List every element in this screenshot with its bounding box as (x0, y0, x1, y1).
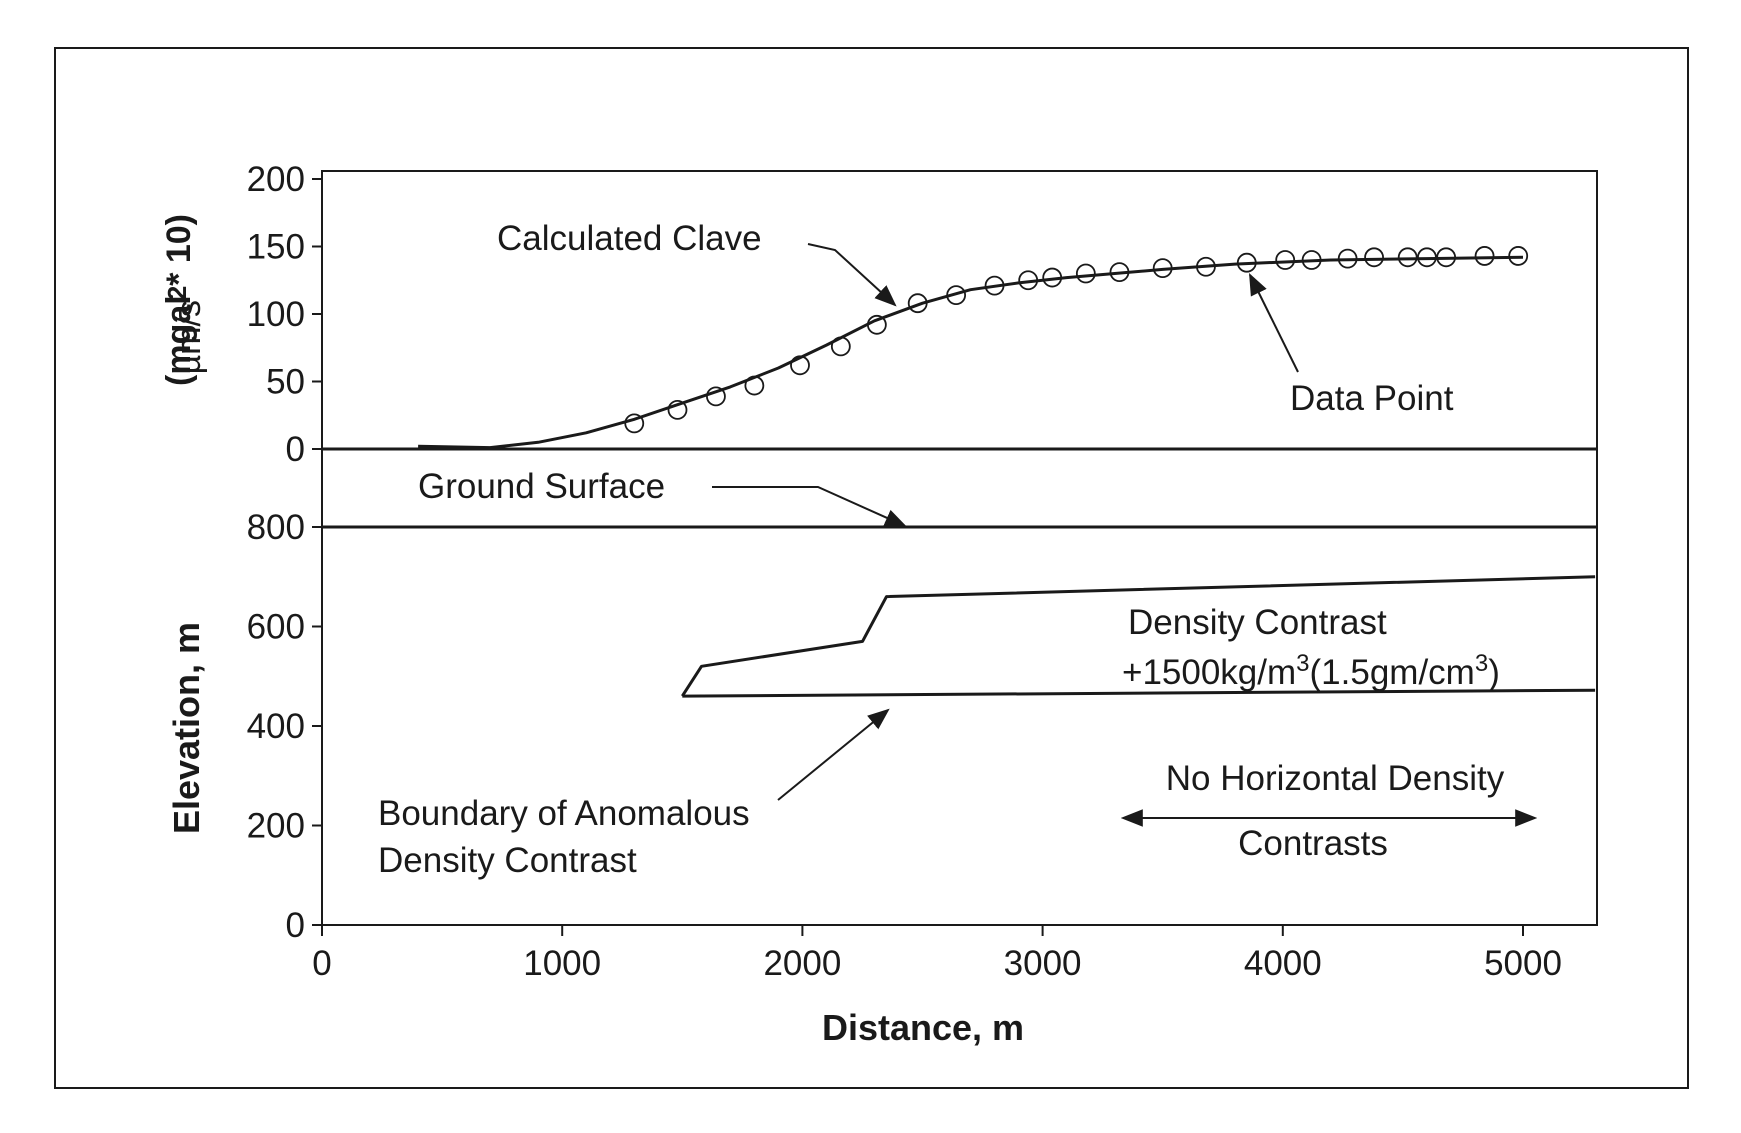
elevation-y-tick-label: 200 (247, 807, 305, 846)
data-point-marker (1301, 250, 1322, 270)
elevation-y-axis: 0 200 400 600 800 (247, 508, 322, 945)
data-point-marker (1397, 247, 1418, 268)
x-axis-label: Distance, m (822, 1007, 1024, 1048)
data-point-marker (624, 413, 645, 434)
boundary-arrow (777, 708, 890, 801)
data-point-marker (1152, 258, 1173, 279)
calculated-curve-label: Calculated Clave (497, 219, 762, 258)
plot-frame (321, 170, 1598, 926)
data-point-marker (744, 375, 765, 396)
density-close-paren: ) (1488, 653, 1500, 692)
gravity-y-tick-label: 50 (266, 363, 305, 402)
gravity-y-tick-label: 0 (286, 430, 305, 469)
x-tick-label: 5000 (1484, 944, 1562, 983)
data-point-marker (1337, 248, 1358, 269)
data-point-marker (1018, 270, 1039, 291)
density-gm-text: (1.5gm/cm (1310, 653, 1475, 692)
data-point-marker (1508, 246, 1529, 266)
anomaly-bottom-boundary (682, 688, 1596, 698)
figure-border (54, 47, 1689, 1089)
data-point-arrow (1249, 273, 1299, 373)
x-tick-label: 4000 (1244, 944, 1322, 983)
gravity-y-alt-label: (mgal * 10) (160, 214, 198, 386)
gravity-y-axis: 0 50 100 150 200 (247, 160, 322, 469)
calculated-curve-arrow (807, 243, 897, 307)
gravity-y-tick-label: 100 (247, 295, 305, 334)
gravity-series (418, 246, 1529, 450)
x-tick-label: 1000 (523, 944, 601, 983)
density-gm-sup: 3 (1475, 650, 1488, 677)
data-point-marker (1364, 247, 1384, 268)
x-tick-label: 0 (312, 944, 331, 983)
data-point-marker (1275, 250, 1296, 270)
data-point-marker (984, 275, 1005, 296)
data-point-marker (1474, 246, 1495, 266)
x-tick-label: 2000 (763, 944, 841, 983)
elevation-y-tick-label: 600 (247, 608, 305, 647)
ground-surface-label: Ground Surface (418, 467, 665, 506)
svg-text:µm/s2: µm/s2 (162, 286, 208, 375)
data-point-marker (866, 314, 887, 335)
x-axis: 0 1000 2000 3000 4000 5000 (312, 925, 1562, 983)
data-point-marker (1075, 263, 1096, 284)
density-contrast-value: +1500kg/m3(1.5gm/cm3) (1122, 650, 1500, 692)
gravity-y-unit-sup: 2 (162, 286, 192, 300)
data-point-marker (830, 336, 851, 357)
density-kg-sup: 3 (1296, 650, 1309, 677)
data-point-marker (1196, 256, 1216, 277)
data-point-marker (790, 355, 810, 376)
data-point-marker (1417, 247, 1437, 268)
gravity-y-tick-label: 200 (247, 160, 305, 199)
elevation-y-axis-label: Elevation, m (166, 622, 207, 834)
boundary-label-line1: Boundary of Anomalous (378, 794, 750, 833)
data-point-marker (706, 386, 726, 407)
data-point-marker (1436, 247, 1457, 268)
gravity-y-tick-label: 150 (247, 228, 305, 267)
gravity-y-axis-label: µm/s2 (162, 286, 208, 375)
gravity-y-unit: µm/s (170, 300, 208, 374)
elevation-y-tick-label: 0 (286, 906, 305, 945)
elevation-y-tick-label: 800 (247, 508, 305, 547)
ground-surface-arrow (712, 486, 908, 527)
density-model (681, 575, 1596, 698)
elevation-y-tick-label: 400 (247, 707, 305, 746)
density-kg-text: +1500kg/m (1122, 653, 1296, 692)
data-point-marker (1236, 252, 1257, 273)
boundary-label-line2: Density Contrast (378, 841, 637, 880)
x-tick-label: 3000 (1004, 944, 1082, 983)
data-point-marker (946, 285, 967, 306)
no-horizontal-label-line1: No Horizontal Density (1166, 759, 1505, 798)
calculated-curve-line (418, 255, 1524, 450)
no-horizontal-label-line2: Contrasts (1238, 824, 1388, 863)
density-contrast-label: Density Contrast (1128, 603, 1387, 642)
data-point-label: Data Point (1290, 379, 1454, 418)
data-point-marker (667, 399, 688, 420)
data-point-marker (1109, 262, 1130, 283)
anomaly-top-boundary (681, 575, 1596, 697)
data-point-marker (1042, 267, 1063, 288)
data-point-marker (907, 293, 928, 314)
